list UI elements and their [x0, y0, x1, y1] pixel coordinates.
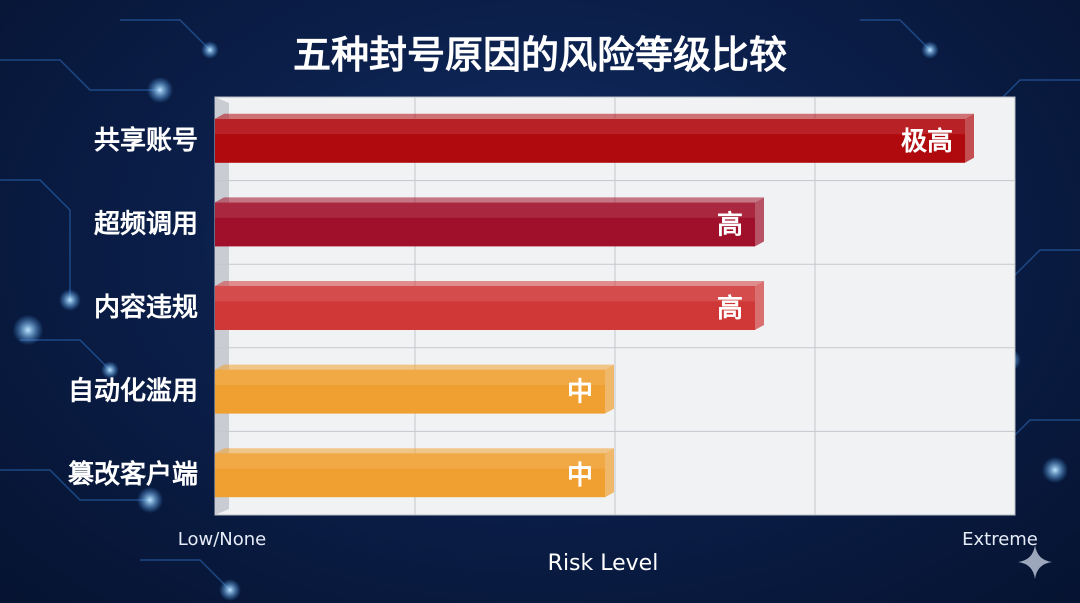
chart-title: 五种封号原因的风险等级比较 [293, 33, 787, 77]
sparkle-icon [1018, 545, 1052, 579]
bar-side [965, 113, 974, 163]
category-label: 超频调用 [94, 209, 198, 239]
bar-data-label: 中 [567, 378, 593, 408]
bar [215, 202, 755, 247]
category-label: 内容违规 [94, 292, 198, 323]
bar-top [215, 197, 764, 203]
bar-side [605, 448, 614, 498]
bar [215, 118, 965, 163]
bar [215, 286, 755, 330]
bar-highlight [215, 453, 605, 469]
bar-data-label: 中 [567, 461, 593, 491]
bar-highlight [215, 202, 755, 218]
bar-top [215, 364, 614, 370]
x-tick-label-low: Low/None [178, 529, 266, 550]
bar-group: 高 [215, 197, 764, 247]
bar-side [755, 197, 764, 247]
bar-data-label: 极高 [901, 126, 953, 157]
category-label: 共享账号 [94, 125, 198, 156]
bar-highlight [215, 118, 965, 135]
bar-side [605, 364, 614, 414]
x-axis-label: Risk Level [548, 551, 659, 576]
bar-side [755, 281, 764, 330]
circuit-lines [0, 19, 1080, 591]
bar-data-label: 高 [717, 209, 743, 240]
category-label: 篡改客户端 [68, 459, 198, 490]
bar-top [215, 113, 974, 119]
bar [215, 453, 605, 498]
x-tick-label-high: Extreme [962, 529, 1038, 550]
bar-top [215, 448, 614, 454]
bar-group: 中 [215, 364, 614, 414]
bar-group: 高 [215, 281, 764, 330]
bar-highlight [215, 369, 605, 385]
bar-group: 中 [215, 448, 614, 498]
category-label: 自动化滥用 [68, 376, 198, 407]
bar-group: 极高 [215, 113, 974, 163]
bar [215, 369, 605, 414]
bar-highlight [215, 286, 755, 302]
bar-data-label: 高 [717, 293, 743, 324]
bar-top [215, 281, 764, 286]
